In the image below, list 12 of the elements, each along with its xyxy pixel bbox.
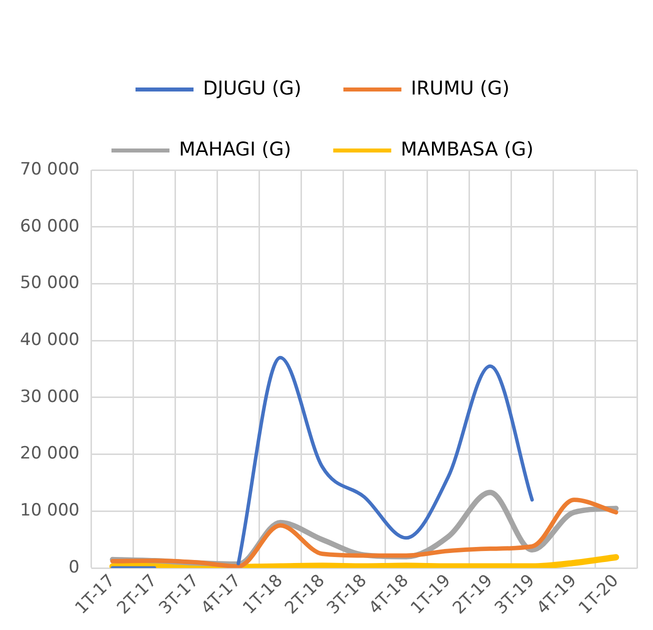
y-tick-label: 50 000 — [20, 273, 80, 294]
legend-label: IRUMU (G) — [410, 77, 510, 100]
y-tick-label: 0 — [68, 557, 80, 578]
y-tick-label: 60 000 — [20, 216, 80, 236]
y-tick-label: 40 000 — [20, 330, 80, 350]
y-tick-label: 10 000 — [20, 500, 80, 521]
y-tick-label: 20 000 — [20, 444, 80, 464]
legend-label: MAMBASA (G) — [400, 138, 534, 160]
legend-label: MAHAGI (G) — [178, 138, 292, 160]
y-tick-label: 30 000 — [20, 386, 80, 407]
y-tick-label: 70 000 — [20, 159, 80, 180]
legend-label: DJUGU (G) — [203, 77, 302, 100]
